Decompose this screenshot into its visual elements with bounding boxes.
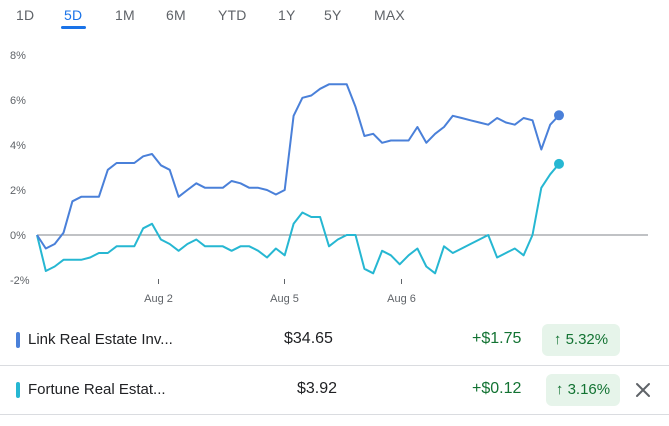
time-range-tabs: 1D 5D 1M 6M YTD 1Y 5Y MAX bbox=[0, 0, 669, 36]
series-end-point-1 bbox=[554, 158, 564, 169]
y-tick-label: 8% bbox=[10, 50, 26, 62]
series-color-swatch bbox=[16, 332, 20, 348]
series-line-0 bbox=[36, 83, 560, 250]
tab-1m[interactable]: 1M bbox=[115, 7, 135, 23]
series-line-1 bbox=[36, 163, 560, 275]
stock-price: $34.65 bbox=[284, 330, 333, 347]
percent-change-badge: ↑ 3.16% bbox=[546, 374, 620, 406]
x-tick-label: Aug 6 bbox=[387, 293, 416, 305]
x-tick-label: Aug 2 bbox=[144, 293, 173, 305]
stock-name: Link Real Estate Inv... bbox=[28, 331, 173, 348]
y-axis-ticks: 8% 6% 4% 2% 0% -2% bbox=[10, 50, 30, 287]
close-icon[interactable] bbox=[631, 378, 655, 402]
series-lines bbox=[36, 83, 564, 275]
tab-6m[interactable]: 6M bbox=[166, 7, 186, 23]
y-tick-label: 4% bbox=[10, 140, 26, 152]
series-color-swatch bbox=[16, 382, 20, 398]
y-tick-label: 0% bbox=[10, 230, 26, 242]
tab-max[interactable]: MAX bbox=[374, 7, 405, 23]
percent-change-badge: ↑ 5.32% bbox=[542, 324, 620, 356]
stock-change: +$0.12 bbox=[472, 380, 522, 397]
tab-1y[interactable]: 1Y bbox=[278, 7, 296, 23]
tab-ytd[interactable]: YTD bbox=[218, 7, 247, 23]
x-axis-ticks: Aug 2 Aug 5 Aug 6 bbox=[144, 279, 416, 305]
stock-price: $3.92 bbox=[297, 380, 338, 397]
percent-change-value: 3.16% bbox=[567, 381, 611, 398]
stock-row-link[interactable]: Link Real Estate Inv... $34.65 +$1.75 ↑ … bbox=[0, 316, 669, 364]
price-chart[interactable]: 8% 6% 4% 2% 0% -2% Aug 2 Aug 5 Aug 6 bbox=[0, 36, 669, 314]
row-divider bbox=[0, 365, 669, 366]
stock-change: +$1.75 bbox=[472, 330, 522, 347]
y-tick-label: -2% bbox=[10, 275, 30, 287]
y-tick-label: 2% bbox=[10, 185, 26, 197]
arrow-up-icon: ↑ bbox=[553, 331, 562, 348]
tab-5d[interactable]: 5D bbox=[64, 7, 83, 23]
y-tick-label: 6% bbox=[10, 95, 26, 107]
row-divider bbox=[0, 414, 669, 415]
percent-change-value: 5.32% bbox=[565, 331, 609, 348]
x-tick-label: Aug 5 bbox=[270, 293, 299, 305]
stock-name: Fortune Real Estat... bbox=[28, 381, 166, 398]
active-tab-indicator bbox=[61, 26, 86, 29]
arrow-up-icon: ↑ bbox=[555, 381, 564, 398]
series-end-point-0 bbox=[554, 110, 564, 121]
tab-1d[interactable]: 1D bbox=[16, 7, 35, 23]
stock-row-fortune[interactable]: Fortune Real Estat... $3.92 +$0.12 ↑ 3.1… bbox=[0, 366, 669, 414]
tab-5y[interactable]: 5Y bbox=[324, 7, 342, 23]
